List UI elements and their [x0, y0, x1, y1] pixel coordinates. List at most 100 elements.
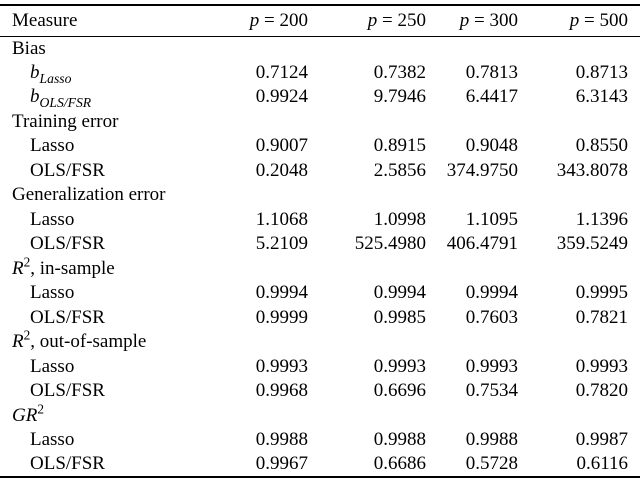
cell-value: 0.9988 — [465, 429, 518, 451]
cell-value: 2.5856 — [373, 159, 426, 181]
cell-value: 0.9994 — [373, 282, 426, 304]
data-row: Lasso 1.1068 1.0998 1.1095 1.1396 — [0, 208, 640, 233]
row-label: Lasso — [30, 429, 75, 451]
cell-value — [200, 36, 308, 61]
cell-value: 525.4980 — [354, 233, 426, 255]
cell-value — [426, 110, 518, 135]
data-row: bLasso 0.7124 0.7382 0.7813 0.8713 — [0, 61, 640, 86]
column-header-p500: p = 500 — [569, 9, 628, 31]
data-row: OLS/FSR 0.9999 0.9985 0.7603 0.7821 — [0, 306, 640, 331]
row-label: Lasso — [30, 282, 75, 304]
row-label: OLS/FSR — [30, 306, 105, 328]
cell-value: 0.9968 — [255, 380, 308, 402]
cell-value: 5.2109 — [255, 233, 308, 255]
data-row: OLS/FSR 0.9968 0.6696 0.7534 0.7820 — [0, 379, 640, 404]
cell-value: 0.9985 — [373, 306, 426, 328]
data-row: OLS/FSR 5.2109 525.4980 406.4791 359.5249 — [0, 232, 640, 257]
cell-value: 0.7821 — [575, 306, 628, 328]
cell-value — [308, 404, 426, 429]
row-label: Bias — [12, 37, 46, 59]
column-header-p200: p = 200 — [249, 9, 308, 31]
row-label: Generalization error — [12, 184, 166, 206]
cell-value — [200, 330, 308, 355]
cell-value: 0.9967 — [255, 453, 308, 475]
section-row: Training error — [0, 110, 640, 135]
cell-value: 0.9993 — [465, 355, 518, 377]
cell-value: 0.9994 — [255, 282, 308, 304]
row-label: Lasso — [30, 208, 75, 230]
cell-value: 0.6696 — [373, 380, 426, 402]
data-row: Lasso 0.9988 0.9988 0.9988 0.9987 — [0, 428, 640, 453]
cell-value: 0.6116 — [576, 453, 628, 475]
column-header-p300: p = 300 — [459, 9, 518, 31]
cell-value: 0.9993 — [373, 355, 426, 377]
cell-value: 0.9987 — [575, 429, 628, 451]
cell-value: 0.9924 — [255, 86, 308, 108]
cell-value — [518, 257, 640, 282]
cell-value: 0.7124 — [255, 61, 308, 83]
cell-value: 0.7603 — [465, 306, 518, 328]
row-label: Training error — [12, 110, 119, 132]
cell-value: 0.8915 — [373, 135, 426, 157]
cell-value — [308, 257, 426, 282]
cell-value: 0.8713 — [575, 61, 628, 83]
cell-value: 1.0998 — [373, 208, 426, 230]
cell-value: 0.7382 — [373, 61, 426, 83]
cell-value: 359.5249 — [556, 233, 628, 255]
cell-value: 0.6686 — [373, 453, 426, 475]
row-label: R2, out-of-sample — [12, 330, 147, 353]
cell-value: 0.2048 — [255, 159, 308, 181]
section-row: R2, in-sample — [0, 257, 640, 282]
table-body: Bias bLasso 0.7124 0.7382 0.7813 0.8713 bOLS/F… — [0, 36, 640, 477]
row-label: OLS/FSR — [30, 380, 105, 402]
cell-value — [308, 183, 426, 208]
cell-value: 1.1095 — [465, 208, 518, 230]
cell-value — [308, 110, 426, 135]
row-label: OLS/FSR — [30, 233, 105, 255]
cell-value — [518, 404, 640, 429]
cell-value — [200, 110, 308, 135]
cell-value: 0.7820 — [575, 380, 628, 402]
cell-value — [518, 330, 640, 355]
simulation-results-table: Measure p = 200 p = 250 p = 300 p = 500 Bias… — [0, 4, 640, 478]
row-label: Lasso — [30, 355, 75, 377]
cell-value: 0.9999 — [255, 306, 308, 328]
row-label: OLS/FSR — [30, 159, 105, 181]
cell-value: 0.9993 — [575, 355, 628, 377]
cell-value: 6.3143 — [575, 86, 628, 108]
cell-value — [518, 183, 640, 208]
cell-value — [518, 110, 640, 135]
cell-value — [426, 404, 518, 429]
cell-value — [200, 404, 308, 429]
cell-value — [426, 183, 518, 208]
section-row: R2, out-of-sample — [0, 330, 640, 355]
cell-value — [518, 36, 640, 61]
row-label: bLasso — [30, 61, 72, 85]
cell-value: 9.7946 — [373, 86, 426, 108]
cell-value: 1.1396 — [575, 208, 628, 230]
cell-value: 6.4417 — [465, 86, 518, 108]
section-row: GR2 — [0, 404, 640, 429]
cell-value — [200, 257, 308, 282]
cell-value — [426, 257, 518, 282]
section-row: Generalization error — [0, 183, 640, 208]
data-row: OLS/FSR 0.2048 2.5856 374.9750 343.8078 — [0, 159, 640, 184]
cell-value: 0.9993 — [255, 355, 308, 377]
data-row: OLS/FSR 0.9967 0.6686 0.5728 0.6116 — [0, 453, 640, 478]
table-header-row: Measure p = 200 p = 250 p = 300 p = 500 — [0, 5, 640, 36]
cell-value — [426, 330, 518, 355]
section-row: Bias — [0, 36, 640, 61]
data-row: Lasso 0.9994 0.9994 0.9994 0.9995 — [0, 281, 640, 306]
table-header: Measure p = 200 p = 250 p = 300 p = 500 — [0, 5, 640, 36]
row-label: OLS/FSR — [30, 453, 105, 475]
cell-value: 0.5728 — [465, 453, 518, 475]
cell-value: 0.9994 — [465, 282, 518, 304]
cell-value: 0.9988 — [373, 429, 426, 451]
cell-value — [308, 330, 426, 355]
cell-value — [308, 36, 426, 61]
cell-value: 0.7534 — [465, 380, 518, 402]
cell-value — [200, 183, 308, 208]
row-label: GR2 — [12, 403, 44, 426]
data-row: Lasso 0.9993 0.9993 0.9993 0.9993 — [0, 355, 640, 380]
